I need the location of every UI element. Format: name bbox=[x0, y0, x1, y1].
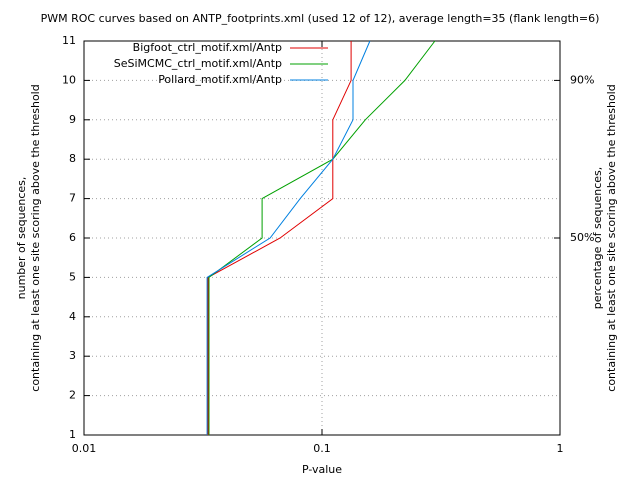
y-tick-label: 2 bbox=[69, 389, 76, 402]
x-tick-label: 0.01 bbox=[72, 442, 97, 455]
y-tick-label: 1 bbox=[69, 428, 76, 441]
series-line bbox=[206, 40, 371, 435]
y-axis-label-line: containing at least one site scoring abo… bbox=[29, 84, 42, 391]
y2-tick-label: 90% bbox=[570, 73, 594, 86]
x-axis-label: P-value bbox=[302, 463, 342, 476]
y-axis-label: number of sequences, containing at least… bbox=[15, 84, 42, 391]
y-tick-label: 5 bbox=[69, 270, 76, 283]
y-tick-label: 8 bbox=[69, 152, 76, 165]
y-axis-label-line: number of sequences, bbox=[15, 177, 28, 300]
series-line bbox=[207, 41, 352, 435]
y2-tick-label: 50% bbox=[570, 231, 594, 244]
y-tick-label: 11 bbox=[62, 34, 76, 47]
legend-label: Bigfoot_ctrl_motif.xml/Antp bbox=[133, 41, 282, 54]
y-tick-label: 7 bbox=[69, 192, 76, 205]
legend-label: Pollard_motif.xml/Antp bbox=[158, 73, 282, 86]
y-tick-label: 9 bbox=[69, 113, 76, 126]
y-tick-label: 3 bbox=[69, 349, 76, 362]
y-tick-label: 4 bbox=[69, 310, 76, 323]
y-tick-label: 6 bbox=[69, 231, 76, 244]
legend-label: SeSiMCMC_ctrl_motif.xml/Antp bbox=[114, 57, 282, 70]
plot-frame bbox=[83, 40, 561, 436]
y2-axis-label: percentage of sequences, containing at l… bbox=[591, 84, 618, 391]
y-tick-label: 10 bbox=[62, 73, 76, 86]
x-tick-label: 0.1 bbox=[313, 442, 331, 455]
y2-axis-label-line: containing at least one site scoring abo… bbox=[605, 84, 618, 391]
y2-axis-label-line: percentage of sequences, bbox=[591, 167, 604, 309]
x-tick-label: 1 bbox=[557, 442, 564, 455]
chart-title: PWM ROC curves based on ANTP_footprints.… bbox=[41, 12, 600, 25]
